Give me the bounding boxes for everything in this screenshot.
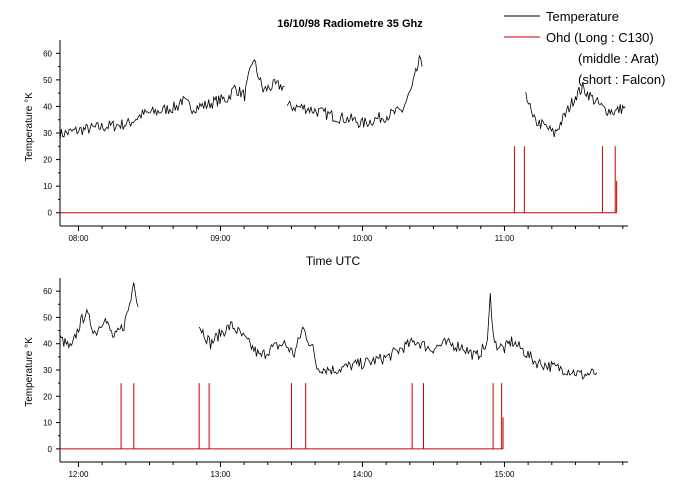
bottom-y-tick-label: 40 <box>43 340 52 349</box>
legend-note-short: (short : Falcon) <box>578 72 665 87</box>
bottom-y-tick-label: 20 <box>43 392 52 401</box>
x-axis-label: Time UTC <box>306 254 361 268</box>
bottom-temperature-line <box>59 282 139 350</box>
top-y-tick-label: 30 <box>43 129 52 138</box>
bottom-x-tick-label: 12:00 <box>68 470 89 479</box>
top-y-axis-label: Temperature °K <box>24 92 35 162</box>
top-x-tick-label: 10:00 <box>352 234 373 243</box>
legend-note-middle: (middle : Arat) <box>578 51 659 66</box>
top-temperature-line <box>286 54 423 129</box>
top-x-tick-label: 08:00 <box>68 234 89 243</box>
legend-label-ohd: Ohd (Long : C130) <box>546 30 654 45</box>
bottom-plot-area: 0 10 20 30 40 50 60 12:00 13:00 14:00 15:00 <box>43 278 628 479</box>
bottom-y-tick-label: 30 <box>43 366 52 375</box>
bottom-temperature-line <box>198 292 598 380</box>
top-temperature-line <box>59 59 285 141</box>
bottom-x-tick-label: 15:00 <box>494 470 515 479</box>
top-y-tick-label: 10 <box>43 182 52 191</box>
bottom-y-tick-label: 0 <box>48 445 53 454</box>
bottom-y-axis-label: Temperature °K <box>24 337 35 407</box>
legend-label-temperature: Temperature <box>546 9 619 24</box>
top-x-tick-label: 11:00 <box>495 234 515 243</box>
top-y-tick-label: 40 <box>43 102 52 111</box>
top-plot-area: 0 10 20 30 40 50 60 08:00 09:00 10:00 11:00 <box>43 40 628 243</box>
top-y-tick-label: 60 <box>43 49 52 58</box>
top-panel: 16/10/98 Radiometre 35 Ghz Temperature °… <box>24 18 628 243</box>
bottom-x-tick-label: 13:00 <box>210 470 231 479</box>
top-y-tick-label: 0 <box>48 209 53 218</box>
bottom-x-tick-label: 14:00 <box>352 470 373 479</box>
bottom-y-tick-label: 60 <box>43 287 52 296</box>
top-temperature-line <box>525 82 626 138</box>
top-y-tick-label: 50 <box>43 76 52 85</box>
top-y-tick-label: 20 <box>43 156 52 165</box>
top-x-tick-label: 09:00 <box>210 234 231 243</box>
legend: Temperature Ohd (Long : C130) (middle : … <box>504 9 665 87</box>
bottom-y-tick-label: 50 <box>43 313 52 322</box>
bottom-y-tick-label: 10 <box>43 419 52 428</box>
chart-title: 16/10/98 Radiometre 35 Ghz <box>277 18 423 30</box>
bottom-panel: Temperature °K 0 10 20 30 40 50 60 12:00 13:00 14… <box>24 278 628 479</box>
